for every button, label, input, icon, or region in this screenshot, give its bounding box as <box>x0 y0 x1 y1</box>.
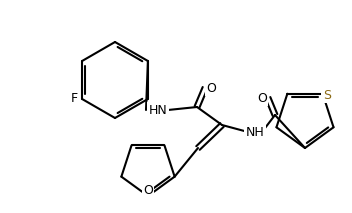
Text: NH: NH <box>246 125 264 138</box>
Text: O: O <box>206 82 216 95</box>
Text: F: F <box>70 92 78 105</box>
Text: O: O <box>143 184 153 197</box>
Text: S: S <box>323 89 331 102</box>
Text: O: O <box>257 92 267 105</box>
Text: HN: HN <box>149 104 167 117</box>
